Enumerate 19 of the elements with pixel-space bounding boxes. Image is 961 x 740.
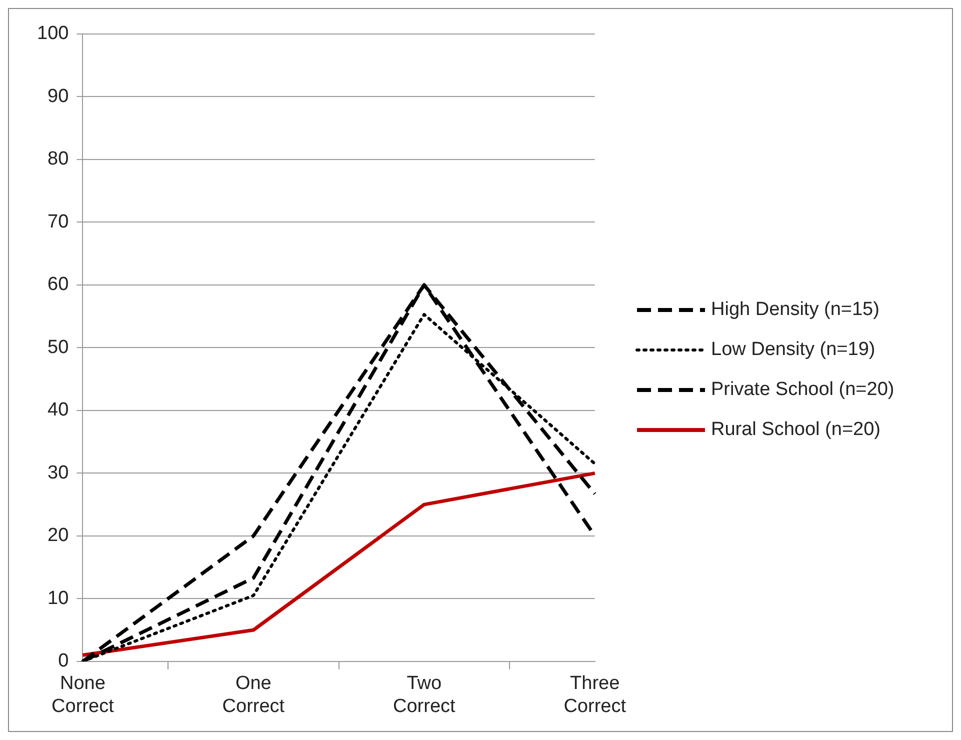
y-tick-label: 30 [48, 462, 69, 484]
x-tick-label: Two Correct [392, 673, 456, 717]
x-tick-label: None Correct [52, 673, 115, 717]
y-tick-label: 60 [48, 274, 69, 296]
y-tick-label: 100 [37, 23, 69, 44]
y-tick-label: 10 [48, 588, 69, 609]
y-tick-label: 0 [58, 650, 69, 672]
legend-label: Rural School (n=20) [711, 419, 881, 441]
legend-label: Private School (n=20) [711, 379, 894, 401]
y-tick-label: 20 [48, 525, 69, 546]
x-tick-label: One Correct [222, 673, 286, 717]
y-tick-label: 80 [48, 148, 69, 170]
x-tick-label: Three Correct [564, 673, 627, 717]
y-tick-label: 70 [48, 211, 69, 232]
legend-label: High Density (n=15) [711, 299, 880, 321]
y-tick-label: 40 [48, 400, 69, 421]
y-tick-label: 50 [48, 336, 69, 358]
legend-label: Low Density (n=19) [711, 339, 876, 361]
y-tick-label: 90 [48, 86, 69, 107]
